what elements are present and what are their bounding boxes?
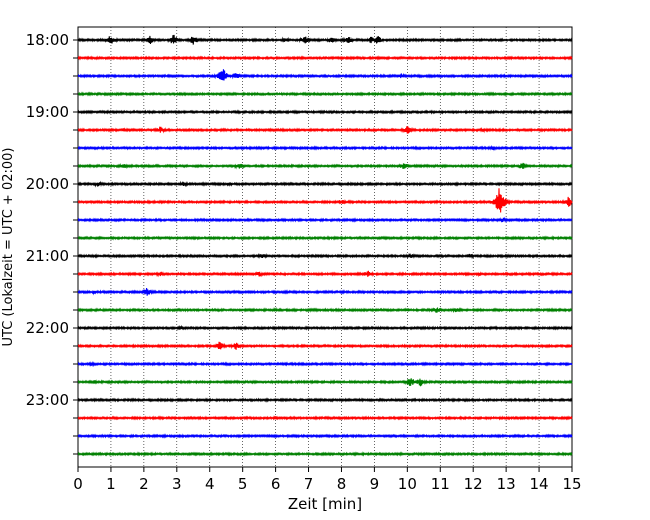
x-tick-label: 3 (172, 475, 182, 493)
seismogram-trace (77, 69, 573, 81)
x-tick-label: 2 (139, 475, 149, 493)
seismogram-trace (77, 216, 573, 224)
x-tick-label: 11 (431, 475, 450, 493)
y-tick-label: 18:00 (26, 31, 69, 49)
seismogram-trace (77, 109, 573, 115)
x-tick-label: 10 (398, 475, 417, 493)
seismogram-trace (77, 433, 573, 439)
x-tick-label: 15 (562, 475, 581, 493)
x-tick-label: 0 (73, 475, 83, 493)
plot-frame (77, 26, 573, 468)
x-tick-label: 12 (464, 475, 483, 493)
x-tick-label: 5 (238, 475, 248, 493)
x-tick-label: 1 (106, 475, 116, 493)
seismogram-trace (77, 397, 573, 403)
seismogram-trace (77, 361, 573, 368)
seismogram-trace (77, 341, 573, 350)
y-tick-label: 19:00 (26, 103, 69, 121)
y-tick-label: 22:00 (26, 319, 69, 337)
seismogram-trace (77, 306, 573, 314)
x-tick-label: 6 (271, 475, 281, 493)
seismogram-trace (77, 451, 573, 457)
seismogram-trace (77, 324, 573, 331)
seismogram-trace (77, 288, 573, 296)
x-tick-label: 9 (370, 475, 380, 493)
seismogram-trace (77, 162, 573, 170)
x-axis-ticks: 0 1 2 3 4 5 6 7 8 9 10 11 12 13 14 15 (73, 467, 582, 493)
x-tick-label: 4 (205, 475, 215, 493)
x-tick-label: 7 (304, 475, 314, 493)
seismogram-trace (77, 91, 573, 97)
x-axis-label: Zeit [min] (288, 495, 362, 513)
seismogram-trace (77, 144, 573, 152)
y-tick-label: 21:00 (26, 247, 69, 265)
y-axis-label: UTC (Lokalzeit = UTC + 02:00) (1, 148, 16, 347)
seismogram-trace (77, 188, 573, 213)
y-tick-label: 23:00 (26, 391, 69, 409)
seismogram-trace (77, 378, 573, 387)
y-axis-ticks: 18:00 19:00 20:00 21:00 22:00 23:00 (26, 31, 78, 455)
x-tick-label: 8 (337, 475, 347, 493)
seismogram-trace (77, 126, 573, 134)
seismogram-trace (77, 252, 573, 260)
seismogram-trace (77, 180, 573, 188)
seismogram-trace (77, 235, 573, 241)
y-tick-label: 20:00 (26, 175, 69, 193)
seismogram-traces (77, 34, 573, 457)
x-tick-label: 13 (497, 475, 516, 493)
seismogram-trace (77, 270, 573, 278)
x-tick-label: 14 (530, 475, 549, 493)
seismogram-trace (77, 55, 573, 61)
grid-lines (110, 27, 540, 467)
seismogram-trace (77, 415, 573, 421)
seismogram-trace (77, 34, 573, 45)
